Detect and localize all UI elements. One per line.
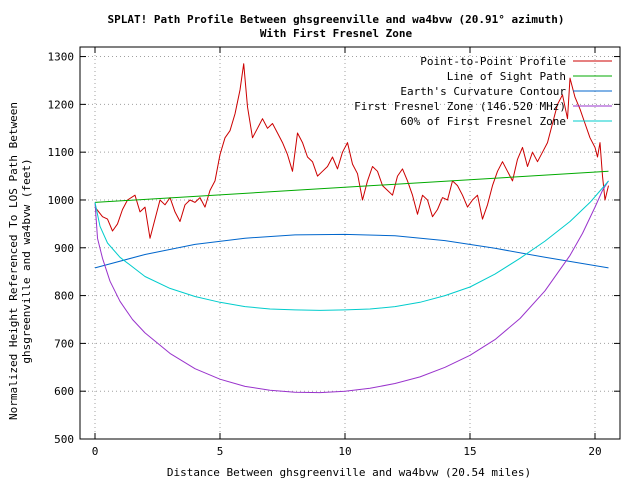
grid bbox=[80, 47, 620, 440]
x-tick-label: 0 bbox=[92, 445, 99, 458]
series-line-earth-s-curvature-contour bbox=[94, 233, 609, 269]
series-layer bbox=[94, 63, 609, 394]
x-tick-label: 20 bbox=[588, 445, 601, 458]
series-line-line-of-sight-path bbox=[94, 170, 609, 203]
y-tick-label: 800 bbox=[54, 290, 74, 303]
ticks: 0 5 10 15 20 500 600 700 800 900 1000 1100 1200 1300 bbox=[48, 47, 620, 458]
legend-label: Line of Sight Path bbox=[447, 70, 566, 83]
y-tick-label: 500 bbox=[54, 433, 74, 446]
x-tick-label: 15 bbox=[463, 445, 476, 458]
plot-frame bbox=[79, 46, 621, 440]
y-tick-label: 600 bbox=[54, 385, 74, 398]
legend-label: First Fresnel Zone (146.520 MHz) bbox=[354, 100, 566, 113]
y-tick-label: 1200 bbox=[48, 98, 75, 111]
y-tick-label: 700 bbox=[54, 337, 74, 350]
x-tick-label: 5 bbox=[217, 445, 224, 458]
y-tick-label: 900 bbox=[54, 242, 74, 255]
chart-title-line1: SPLAT! Path Profile Between ghsgreenvill… bbox=[108, 13, 565, 26]
y-axis-label: Normalized Height Referenced To LOS Path… bbox=[7, 102, 33, 420]
chart-title-line2: With First Fresnel Zone bbox=[260, 27, 413, 40]
legend-label: 60% of First Fresnel Zone bbox=[400, 115, 566, 128]
series-line-first-fresnel-zone-146-520-mhz bbox=[94, 180, 609, 394]
legend-label: Point-to-Point Profile bbox=[420, 55, 566, 68]
y-tick-label: 1000 bbox=[48, 194, 75, 207]
y-tick-label: 1300 bbox=[48, 51, 75, 64]
x-tick-label: 10 bbox=[338, 445, 351, 458]
legend: Point-to-Point Profile Line of Sight Path… bbox=[354, 55, 612, 128]
y-axis-label-line2: ghsgreenville and wa4bvw (feet) bbox=[20, 158, 33, 363]
x-axis-label: Distance Between ghsgreenville and wa4bv… bbox=[167, 466, 531, 479]
y-tick-label: 1100 bbox=[48, 146, 75, 159]
series-line-60-of-first-fresnel-zone bbox=[94, 180, 609, 311]
y-axis-label-line1: Normalized Height Referenced To LOS Path… bbox=[7, 102, 20, 420]
legend-label: Earth's Curvature Contour bbox=[400, 85, 566, 98]
